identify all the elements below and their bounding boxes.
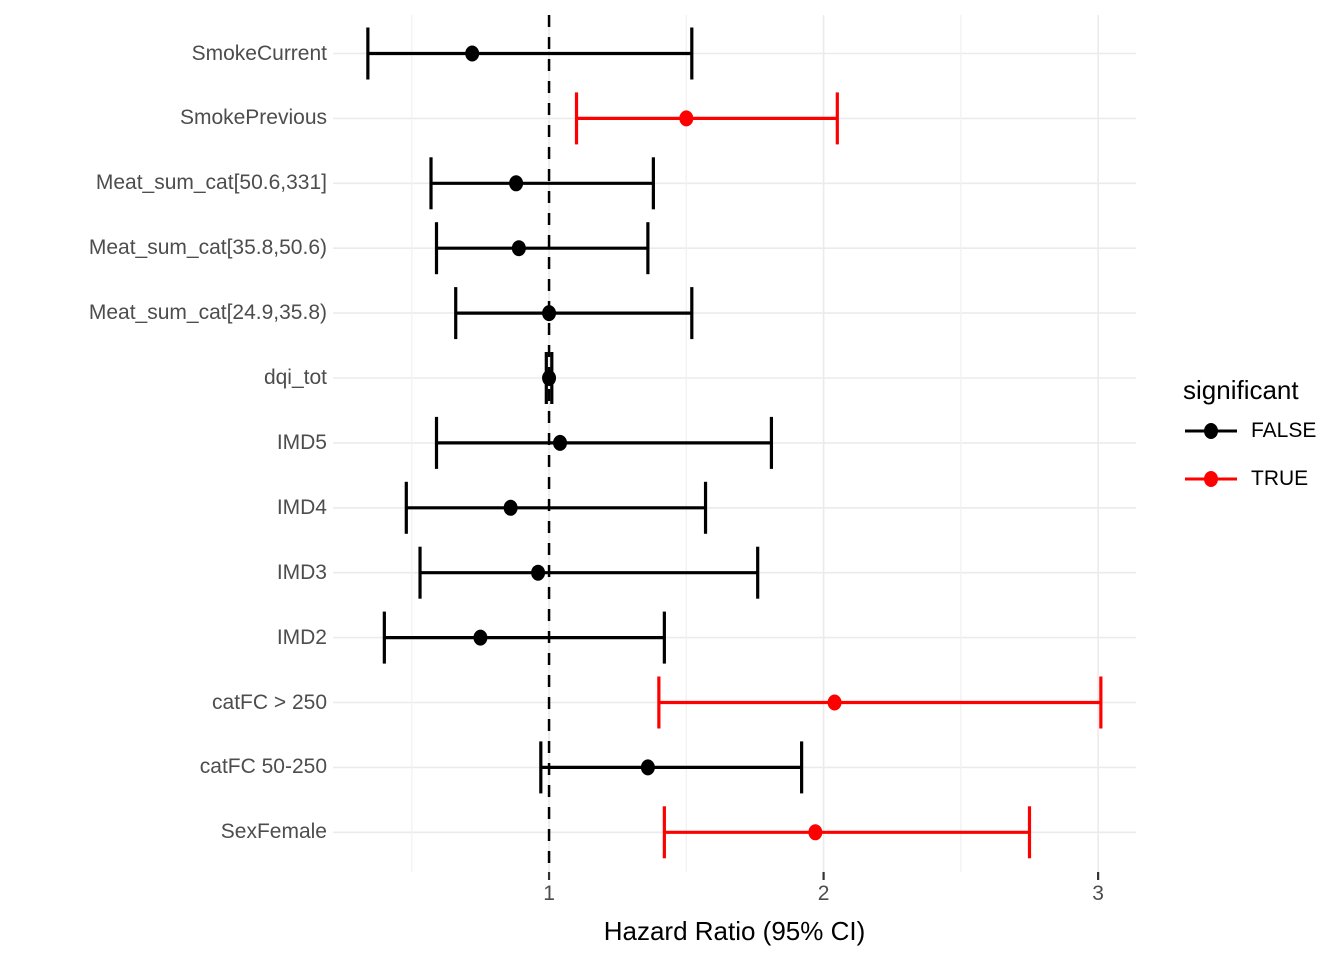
legend: significant FALSE TRUE	[1183, 374, 1316, 502]
estimate-point	[679, 110, 694, 127]
y-axis-label: dqi_tot	[263, 366, 327, 389]
legend-key	[1185, 423, 1237, 439]
x-tick-label: 2	[817, 882, 830, 905]
legend-entry-label: TRUE	[1251, 467, 1309, 490]
estimate-point	[465, 45, 480, 62]
y-axis-label: SmokePrevious	[179, 106, 327, 130]
estimate-point	[473, 629, 488, 646]
y-axis-label: Meat_sum_cat[35.8,50.6)	[88, 236, 327, 260]
y-axis-label: SexFemale	[220, 820, 327, 844]
estimate-point	[542, 305, 557, 322]
estimate-point	[542, 370, 557, 386]
x-axis-title: Hazard Ratio (95% CI)	[603, 916, 866, 946]
estimate-point	[511, 240, 526, 257]
estimate-point	[503, 499, 518, 516]
x-tick-label: 3	[1092, 882, 1104, 905]
y-axis-label: catFC 50-250	[199, 755, 327, 779]
legend-title: significant	[1183, 375, 1299, 405]
legend-key	[1185, 471, 1237, 487]
legend-entry-label: FALSE	[1251, 419, 1317, 442]
estimate-point	[640, 759, 655, 776]
estimate-point	[827, 694, 842, 711]
y-axis-label: IMD5	[276, 430, 327, 454]
y-axis-label: Meat_sum_cat[24.9,35.8)	[88, 301, 327, 325]
legend-entry-true: TRUE	[1183, 456, 1316, 502]
estimate-point	[808, 824, 823, 841]
y-axis-label: SmokeCurrent	[191, 41, 327, 65]
estimate-point	[531, 564, 546, 581]
y-axis-label: IMD3	[276, 560, 327, 584]
y-axis-label: catFC > 250	[212, 690, 327, 714]
x-tick-label: 1	[543, 882, 555, 905]
estimate-point	[553, 434, 568, 451]
y-axis-label: IMD2	[276, 625, 327, 649]
estimate-point	[509, 175, 524, 192]
y-axis-label: Meat_sum_cat[50.6,331]	[95, 171, 327, 195]
legend-entry-false: FALSE	[1183, 408, 1316, 454]
y-axis-label: IMD4	[276, 495, 327, 519]
